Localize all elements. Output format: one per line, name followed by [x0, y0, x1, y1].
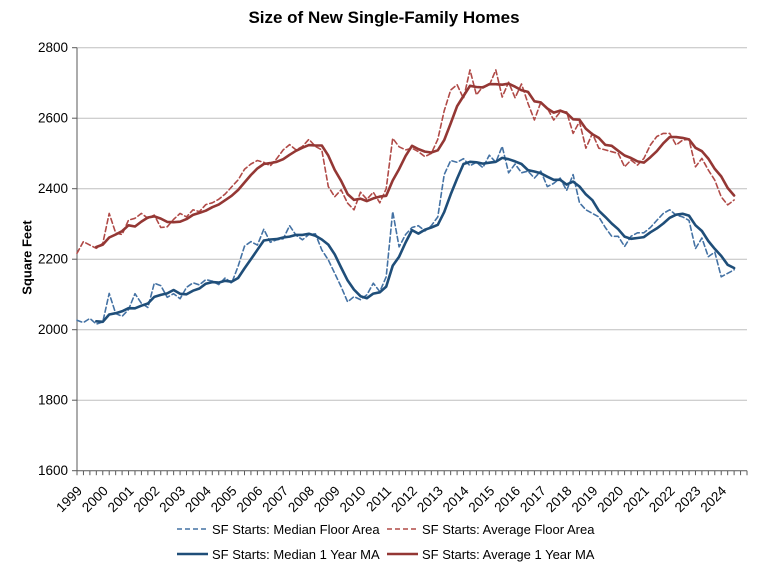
x-tick-label: 2003: [156, 483, 188, 515]
x-tick-label: 2006: [234, 483, 266, 515]
legend-item-median-floor-area: SF Starts: Median Floor Area: [177, 520, 380, 538]
x-tick-label: 2012: [388, 483, 420, 515]
y-tick-label: 2000: [38, 322, 68, 337]
legend-label: SF Starts: Median 1 Year MA: [212, 546, 380, 562]
legend-item-average-floor-area: SF Starts: Average Floor Area: [387, 520, 594, 538]
x-tick-label: 2008: [285, 483, 317, 515]
legend-label: SF Starts: Median Floor Area: [212, 521, 380, 537]
legend-line-solid-blue-icon: [177, 552, 208, 556]
y-tick-label: 1600: [38, 463, 68, 478]
y-tick-label: 2800: [38, 40, 68, 55]
x-tick-label: 2018: [543, 483, 575, 515]
x-tick-label: 2007: [259, 483, 291, 515]
x-tick-label: 2014: [440, 483, 472, 515]
series-quarterly: [76, 69, 735, 254]
x-tick-label: 2002: [131, 483, 163, 515]
x-tick-label: 2020: [594, 483, 626, 515]
y-tick-label: 2200: [38, 252, 68, 267]
x-tick-label: 2015: [466, 483, 498, 515]
series-quarterly: [76, 145, 735, 325]
chart-title: Size of New Single-Family Homes: [248, 8, 520, 27]
x-tick-label: 2022: [646, 483, 678, 515]
y-tick-label: 1800: [38, 393, 68, 408]
legend-line-solid-red-icon: [387, 552, 418, 556]
legend-item-average-1yr-ma: SF Starts: Average 1 Year MA: [387, 545, 594, 563]
x-tick-label: 2001: [105, 483, 137, 515]
x-tick-label: 2000: [79, 483, 111, 515]
x-tick-label: 2010: [337, 483, 369, 515]
x-tick-label: 2016: [491, 483, 523, 515]
x-tick-label: 2023: [672, 483, 704, 515]
x-tick-label: 2019: [569, 483, 601, 515]
legend-label: SF Starts: Average 1 Year MA: [422, 546, 595, 562]
x-tick-label: 2004: [182, 483, 214, 515]
x-tick-label: 2005: [208, 483, 240, 515]
x-tick-label: 2009: [311, 483, 343, 515]
x-tick-label: 2013: [414, 483, 446, 515]
series-ma: [95, 156, 736, 324]
x-tick-label: 2021: [620, 483, 652, 515]
y-tick-label: 2400: [38, 181, 68, 196]
legend-line-dashed-red-icon: [387, 528, 418, 530]
x-tick-label: 1999: [53, 483, 85, 515]
legend-line-dashed-blue-icon: [177, 528, 208, 530]
x-tick-label: 2017: [517, 483, 549, 515]
x-tick-label: 2024: [697, 483, 729, 515]
legend-item-median-1yr-ma: SF Starts: Median 1 Year MA: [177, 545, 380, 563]
series-ma: [95, 82, 736, 249]
legend-label: SF Starts: Average Floor Area: [422, 521, 595, 537]
x-tick-label: 2011: [363, 483, 394, 514]
y-tick-label: 2600: [38, 111, 68, 126]
